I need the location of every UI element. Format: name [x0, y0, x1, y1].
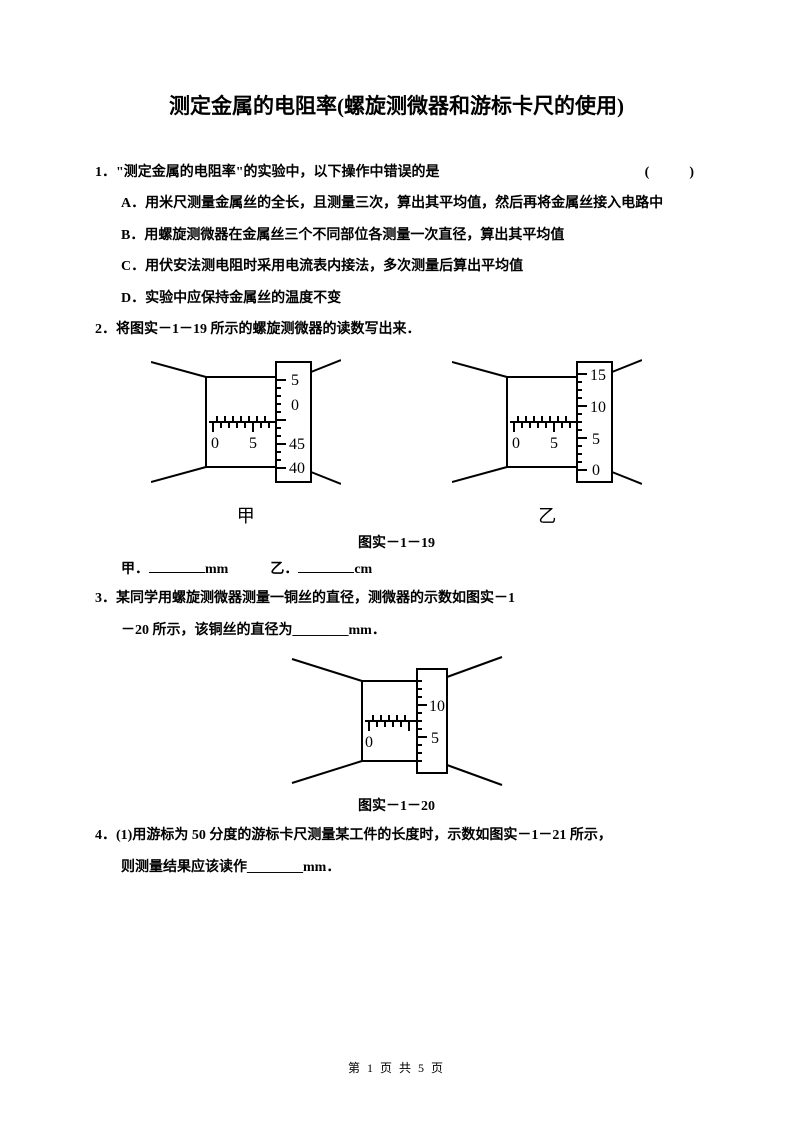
q3-figcap: 图实－1－20 [95, 795, 698, 815]
q1-optC: C．用伏安法测电阻时采用电流表内接法，多次测量后算出平均值 [95, 252, 698, 281]
q1-stem-text: 1．"测定金属的电阻率"的实验中，以下操作中错误的是 [95, 165, 440, 180]
q3-figure: 0 10 5 [95, 651, 698, 791]
q1-optB: B．用螺旋测微器在金属丝三个不同部位各测量一次直径，算出其平均值 [95, 221, 698, 250]
gaugeC-d0: 10 [429, 698, 445, 715]
q4-stem2: 则测量结果应该读作________mm． [95, 853, 698, 882]
q2-figures: 0 5 5 0 45 40 甲 [95, 352, 698, 528]
blank-input[interactable] [149, 559, 205, 573]
gaugeA-main0: 0 [211, 435, 219, 452]
gaugeB-d0: 15 [590, 367, 606, 384]
gaugeC-d1: 5 [431, 730, 439, 747]
gaugeB-d1: 10 [590, 399, 606, 416]
gaugeB-main5: 5 [550, 435, 558, 452]
q1-stem: 1．"测定金属的电阻率"的实验中，以下操作中错误的是 ( ) [95, 158, 698, 187]
q2-stem: 2．将图实－1－19 所示的螺旋测微器的读数写出来． [95, 315, 698, 344]
gaugeB-label: 乙 [452, 502, 642, 528]
gaugeA-d1: 0 [291, 397, 299, 414]
q4-stem1: 4．(1)用游标为 50 分度的游标卡尺测量某工件的长度时，示数如图实－1－21… [95, 821, 698, 850]
q2-blank-b-label: 乙． [270, 562, 298, 577]
gaugeC-main0: 0 [365, 734, 373, 751]
q1-optA: A．用米尺测量金属丝的全长，且测量三次，算出其平均值，然后再将金属丝接入电路中 [95, 189, 698, 218]
gaugeA-d2: 45 [289, 436, 305, 453]
gauge-yi: 0 5 15 10 5 0 乙 [452, 352, 642, 528]
page-title: 测定金属的电阻率(螺旋测微器和游标卡尺的使用) [95, 90, 698, 120]
gaugeA-d0: 5 [291, 372, 299, 389]
q1-paren: ( ) [645, 158, 698, 187]
gaugeB-main0: 0 [512, 435, 520, 452]
gaugeA-label: 甲 [151, 502, 341, 528]
blank-input[interactable] [298, 559, 354, 573]
gauge-jia: 0 5 5 0 45 40 甲 [151, 352, 341, 528]
q2-blank-a-label: 甲． [121, 562, 149, 577]
page-footer: 第 1 页 共 5 页 [0, 1059, 793, 1076]
q2-figcap: 图实－1－19 [95, 532, 698, 552]
gaugeA-main5: 5 [249, 435, 257, 452]
gaugeB-d3: 0 [592, 462, 600, 479]
gaugeA-d3: 40 [289, 460, 305, 477]
q1-optD: D．实验中应保持金属丝的温度不变 [95, 284, 698, 313]
gaugeB-d2: 5 [592, 431, 600, 448]
q3-stem1: 3．某同学用螺旋测微器测量一铜丝的直径，测微器的示数如图实－1 [95, 584, 698, 613]
q3-stem2: －20 所示，该铜丝的直径为________mm． [95, 616, 698, 645]
q2-blank-a-unit: mm [205, 562, 228, 577]
q2-blank-b-unit: cm [354, 562, 372, 577]
q2-blanks: 甲． mm 乙． cm [95, 558, 698, 578]
